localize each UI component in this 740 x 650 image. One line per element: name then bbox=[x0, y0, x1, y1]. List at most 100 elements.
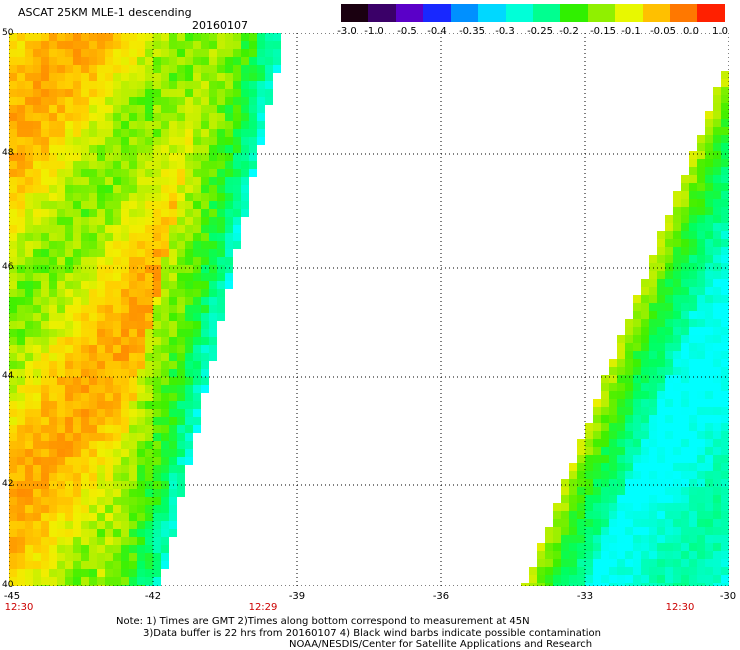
swath-cell bbox=[633, 503, 641, 511]
swath-cell bbox=[257, 33, 265, 41]
swath-cell bbox=[121, 249, 129, 257]
swath-cell bbox=[697, 351, 705, 359]
swath-cell bbox=[209, 329, 217, 337]
swath-cell bbox=[97, 465, 105, 473]
swath-cell bbox=[681, 567, 689, 575]
swath-cell bbox=[65, 113, 73, 121]
swath-cell bbox=[129, 409, 137, 417]
swath-cell bbox=[177, 433, 185, 441]
swath-cell bbox=[689, 431, 697, 439]
swath-cell bbox=[649, 487, 657, 495]
swath-cell bbox=[193, 169, 201, 177]
swath-cell bbox=[105, 201, 113, 209]
swath-cell bbox=[625, 519, 633, 527]
swath-cell bbox=[657, 295, 665, 303]
swath-cell bbox=[665, 431, 673, 439]
swath-cell bbox=[713, 463, 721, 471]
swath-cell bbox=[25, 393, 33, 401]
swath-cell bbox=[689, 367, 697, 375]
swath-cell bbox=[89, 225, 97, 233]
swath-cell bbox=[73, 561, 81, 569]
swath-cell bbox=[121, 49, 129, 57]
swath-cell bbox=[57, 49, 65, 57]
swath-cell bbox=[201, 233, 209, 241]
swath-cell bbox=[121, 153, 129, 161]
swath-cell bbox=[705, 447, 713, 455]
swath-cell bbox=[121, 433, 129, 441]
swath-cell bbox=[161, 241, 169, 249]
swath-cell bbox=[33, 417, 41, 425]
swath-cell bbox=[105, 41, 113, 49]
swath-cell bbox=[185, 217, 193, 225]
swath-cell bbox=[177, 81, 185, 89]
swath-cell bbox=[641, 527, 649, 535]
swath-cell bbox=[129, 49, 137, 57]
swath-cell bbox=[673, 503, 681, 511]
swath-cell bbox=[17, 505, 25, 513]
swath-cell bbox=[625, 375, 633, 383]
swath-cell bbox=[121, 113, 129, 121]
swath-cell bbox=[121, 345, 129, 353]
swath-cell bbox=[33, 57, 41, 65]
swath-cell bbox=[185, 433, 193, 441]
swath-cell bbox=[697, 159, 705, 167]
swath-cell bbox=[73, 353, 81, 361]
swath-cell bbox=[33, 161, 41, 169]
swath-cell bbox=[153, 121, 161, 129]
swath-cell bbox=[89, 57, 97, 65]
swath-cell bbox=[41, 169, 49, 177]
swath-cell bbox=[57, 65, 65, 73]
swath-cell bbox=[73, 257, 81, 265]
swath-cell bbox=[153, 241, 161, 249]
swath-cell bbox=[73, 409, 81, 417]
swath-cell bbox=[185, 49, 193, 57]
swath-cell bbox=[97, 329, 105, 337]
swath-cell bbox=[17, 577, 25, 585]
swath-cell bbox=[233, 185, 241, 193]
swath-cell bbox=[57, 465, 65, 473]
swath-cell bbox=[609, 567, 617, 575]
swath-cell bbox=[17, 257, 25, 265]
swath-cell bbox=[641, 519, 649, 527]
swath-cell bbox=[625, 471, 633, 479]
swath-cell bbox=[49, 345, 57, 353]
swath-cell bbox=[713, 407, 721, 415]
swath-cell bbox=[641, 399, 649, 407]
swath-cell bbox=[697, 423, 705, 431]
swath-cell bbox=[121, 145, 129, 153]
swath-cell bbox=[97, 353, 105, 361]
swath-cell bbox=[721, 79, 729, 87]
swath-cell bbox=[145, 129, 153, 137]
swath-cell bbox=[73, 489, 81, 497]
swath-cell bbox=[217, 177, 225, 185]
swath-cell bbox=[17, 73, 25, 81]
swath-cell bbox=[97, 289, 105, 297]
swath-cell bbox=[201, 65, 209, 73]
swath-cell bbox=[9, 265, 17, 273]
swath-cell bbox=[49, 417, 57, 425]
swath-cell bbox=[225, 89, 233, 97]
swath-cell bbox=[617, 559, 625, 567]
swath-cell bbox=[89, 177, 97, 185]
swath-cell bbox=[705, 471, 713, 479]
swath-cell bbox=[185, 177, 193, 185]
swath-cell bbox=[57, 577, 65, 585]
swath-cell bbox=[193, 201, 201, 209]
swath-cell bbox=[657, 495, 665, 503]
swath-cell bbox=[593, 543, 601, 551]
swath-cell bbox=[81, 73, 89, 81]
swath-cell bbox=[81, 577, 89, 585]
swath-cell bbox=[217, 313, 225, 321]
swath-cell bbox=[201, 361, 209, 369]
swath-cell bbox=[65, 457, 73, 465]
swath-cell bbox=[665, 471, 673, 479]
swath-cell bbox=[161, 177, 169, 185]
swath-cell bbox=[25, 385, 33, 393]
swath-cell bbox=[9, 81, 17, 89]
swath-cell bbox=[153, 225, 161, 233]
swath-cell bbox=[657, 551, 665, 559]
swath-cell bbox=[81, 513, 89, 521]
swath-cell bbox=[145, 505, 153, 513]
swath-cell bbox=[209, 257, 217, 265]
swath-cell bbox=[657, 391, 665, 399]
